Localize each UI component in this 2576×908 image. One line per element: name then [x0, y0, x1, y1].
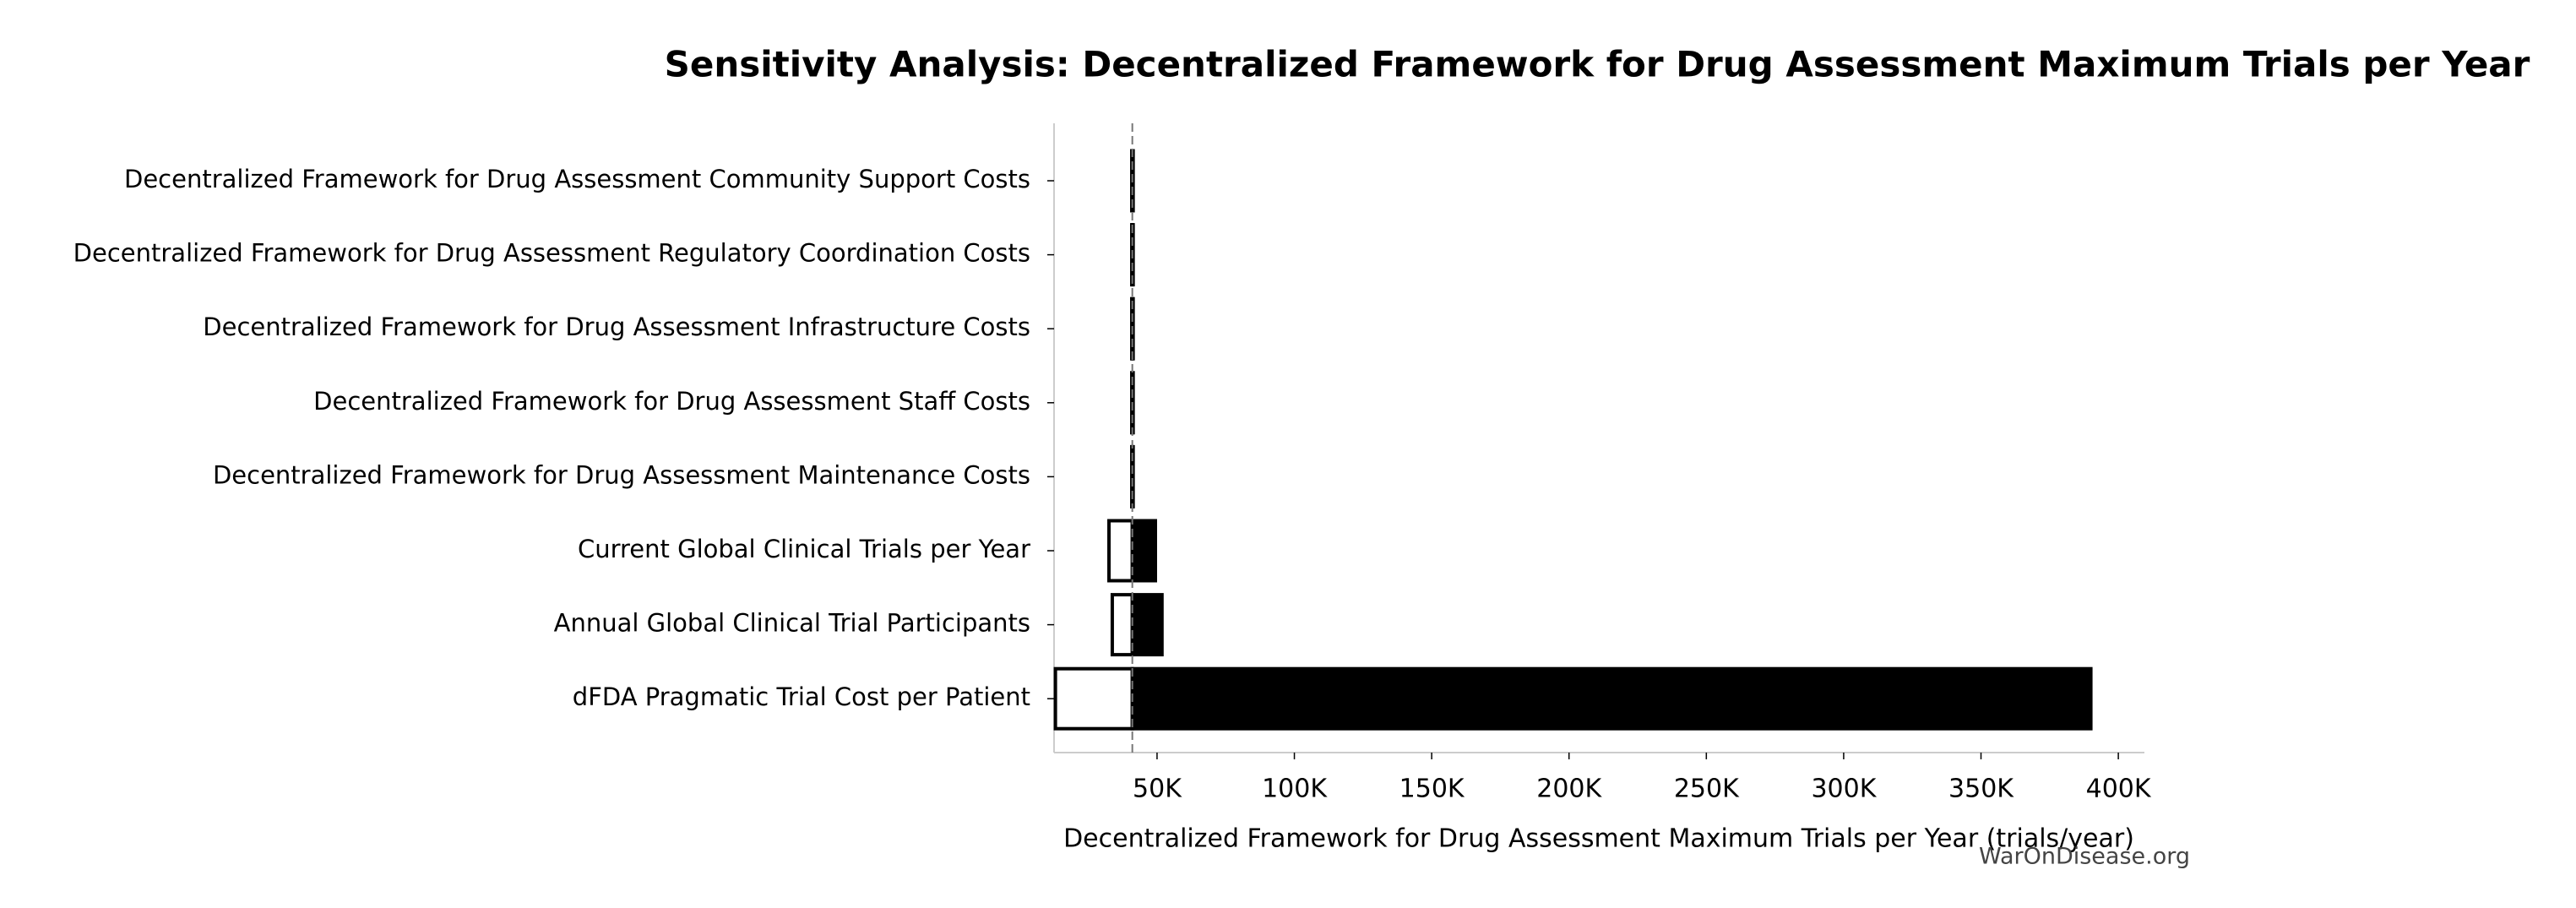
x-tick-label: 150K: [1399, 775, 1465, 804]
high-bar: [1130, 593, 1164, 657]
x-tick-label: 200K: [1536, 775, 1602, 804]
y-tick-label: dFDA Pragmatic Trial Cost per Patient: [573, 682, 1030, 711]
chart-title: Sensitivity Analysis: Decentralized Fram…: [665, 44, 2530, 85]
low-bar: [1110, 593, 1134, 657]
y-tick-label: Decentralized Framework for Drug Assessm…: [73, 239, 1030, 268]
x-tick-label: 100K: [1262, 775, 1328, 804]
low-bar: [1107, 519, 1134, 583]
y-tick-label: Decentralized Framework for Drug Assessm…: [313, 387, 1030, 416]
watermark: WarOnDisease.org: [1979, 844, 2190, 870]
high-bar: [1130, 519, 1157, 583]
x-tick-label: 300K: [1811, 775, 1877, 804]
x-tick-label: 50K: [1133, 775, 1182, 804]
x-tick-label: 350K: [1948, 775, 2014, 804]
y-tick-label: Current Global Clinical Trials per Year: [578, 535, 1030, 563]
y-tick-label: Decentralized Framework for Drug Assessm…: [213, 460, 1030, 489]
x-tick-label: 250K: [1674, 775, 1740, 804]
x-tick-label: 400K: [2086, 775, 2152, 804]
high-bar: [1130, 666, 2093, 731]
y-tick-label: Decentralized Framework for Drug Assessm…: [124, 165, 1030, 193]
y-tick-label: Annual Global Clinical Trial Participant…: [554, 609, 1030, 638]
x-axis-label: Decentralized Framework for Drug Assessm…: [1063, 824, 2134, 854]
y-tick-label: Decentralized Framework for Drug Assessm…: [203, 313, 1030, 341]
low-bar: [1053, 666, 1134, 731]
